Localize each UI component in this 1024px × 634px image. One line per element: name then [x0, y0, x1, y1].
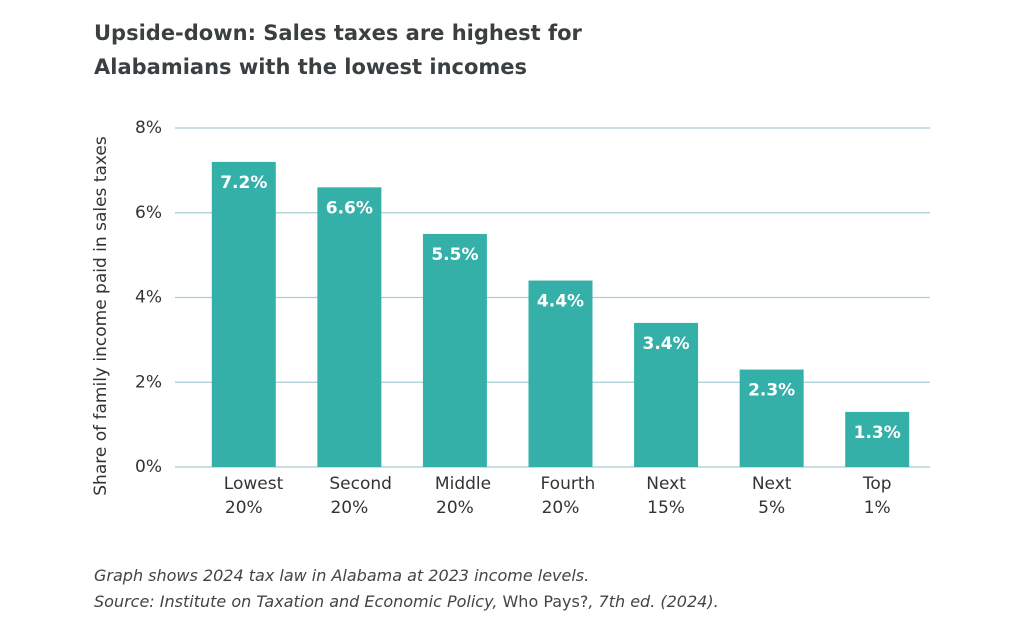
source-text: Source: Institute on Taxation and Econom… — [94, 592, 503, 611]
x-tick-label: Top 1% — [862, 474, 892, 518]
note: Graph shows 2024 tax law in Alabama at 2… — [94, 566, 590, 585]
x-tick-label: Next 5% — [751, 474, 792, 518]
bar — [317, 187, 382, 467]
bar — [634, 322, 699, 467]
x-tick-label: Next 15% — [646, 474, 686, 518]
value-label: 1.3% — [854, 423, 901, 443]
bar — [211, 161, 276, 467]
value-label: 6.6% — [326, 198, 373, 218]
y-tick-label: 6% — [135, 203, 162, 223]
bar — [739, 369, 804, 467]
bar — [528, 280, 593, 467]
source-publication: Who Pays? — [502, 592, 589, 611]
x-tick-label: Fourth 20% — [540, 474, 596, 518]
y-axis-label: Share of family income paid in sales tax… — [91, 136, 111, 496]
source: Source: Institute on Taxation and Econom… — [94, 592, 719, 611]
y-tick-label: 2% — [135, 372, 162, 392]
x-tick-label: Lowest 20% — [223, 474, 284, 518]
bar — [422, 233, 487, 467]
chart-title: Upside-down: Sales taxes are highest for… — [94, 21, 582, 79]
value-label: 4.4% — [537, 292, 584, 312]
y-tick-label: 8% — [135, 118, 162, 138]
source-text: , 7th ed. (2024). — [588, 592, 719, 611]
value-label: 7.2% — [220, 173, 267, 193]
y-tick-label: 0% — [135, 457, 162, 477]
value-label: 2.3% — [748, 381, 795, 401]
bar — [845, 411, 910, 467]
value-label: 5.5% — [431, 245, 478, 265]
y-tick-label: 4% — [135, 288, 162, 308]
x-tick-label: Middle 20% — [434, 474, 492, 518]
value-label: 3.4% — [642, 334, 689, 354]
x-tick-label: Second 20% — [329, 474, 392, 518]
